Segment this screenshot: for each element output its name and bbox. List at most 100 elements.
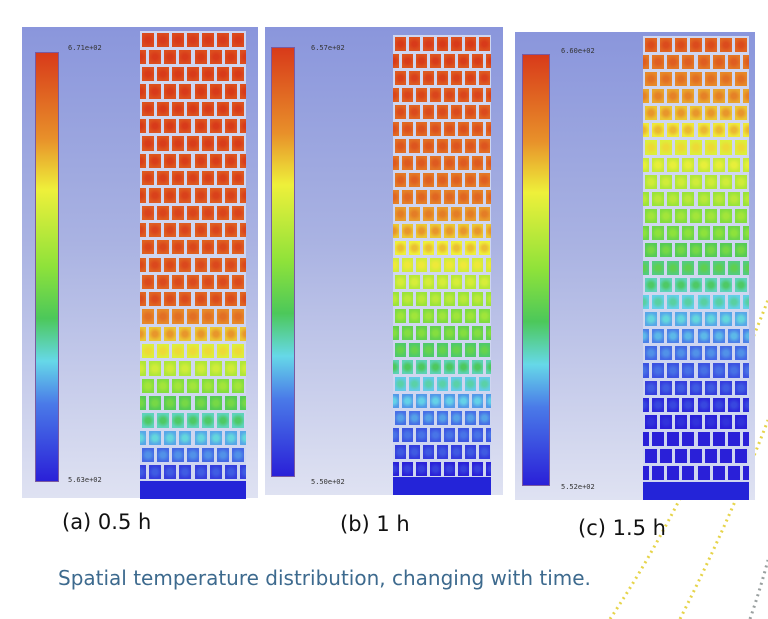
grid-cell [727, 294, 740, 309]
grid-cell [156, 447, 169, 463]
grid-cell [727, 466, 740, 481]
grid-cell [194, 430, 207, 445]
grid-cell [682, 260, 695, 275]
grid-cell [202, 378, 215, 393]
grid-cell [422, 36, 434, 51]
grid-cell [643, 329, 650, 344]
grid-cell [659, 174, 672, 189]
grid-cell [394, 138, 406, 153]
grid-cell [443, 53, 455, 68]
grid-cell [394, 376, 406, 391]
grid-cell [674, 380, 687, 395]
grid-cell [209, 430, 222, 445]
grid-cell [171, 101, 184, 117]
grid-cell [689, 37, 703, 52]
grid-cell [209, 257, 222, 272]
grid-cell [652, 329, 665, 344]
grid-cell [720, 449, 733, 464]
grid-cell [720, 71, 733, 86]
grid-cell [393, 189, 399, 204]
grid-cell [705, 243, 718, 258]
grid-cell [652, 54, 665, 69]
grid-cell [643, 191, 650, 207]
grid-cell [194, 465, 207, 480]
grid-cell [209, 153, 222, 168]
grid-cell [689, 277, 703, 292]
grid-cell [194, 395, 207, 411]
grid-cell [659, 243, 672, 258]
temperature-field [643, 36, 749, 500]
grid-cell [659, 449, 672, 464]
grid-cell [394, 104, 406, 119]
grid-cell [705, 414, 718, 430]
grid-cell [232, 413, 245, 428]
grid-cell [674, 209, 687, 224]
grid-cell [186, 205, 200, 220]
grid-cell [186, 274, 200, 290]
grid-cell [401, 427, 413, 442]
grid-cell [485, 155, 491, 170]
legend-max: 6.60e+02 [561, 47, 595, 55]
grid-cell [209, 465, 222, 480]
grid-cell [485, 359, 491, 374]
grid-cell [478, 172, 490, 187]
grid-cell [232, 136, 245, 151]
grid-cell [742, 157, 749, 172]
grid-cell [217, 447, 230, 463]
grid-cell [186, 447, 200, 463]
grid-cell [727, 123, 740, 138]
grid-cell [140, 257, 147, 272]
grid-cell [652, 294, 665, 309]
grid-cell [682, 54, 695, 69]
grid-cell [674, 311, 687, 327]
grid-cell [164, 395, 177, 411]
grid-cell [727, 363, 740, 378]
grid-cell [436, 274, 448, 289]
grid-cell [485, 393, 491, 408]
grid-cell [217, 378, 230, 393]
grid-cell [239, 188, 246, 203]
grid-cell [478, 342, 490, 357]
grid-cell [429, 393, 441, 408]
grid-cell [217, 67, 230, 82]
grid-cell [194, 361, 207, 376]
grid-cell [393, 223, 399, 238]
grid-cell [659, 346, 672, 361]
grid-cell [735, 106, 748, 121]
grid-cell [735, 414, 748, 430]
grid-cell [478, 70, 490, 85]
grid-cell [186, 413, 200, 428]
grid-cell [415, 155, 427, 170]
grid-cell [140, 395, 147, 411]
grid-cell [156, 32, 169, 47]
grid-cell [408, 342, 420, 357]
grid-cell [682, 191, 695, 207]
grid-cell [156, 170, 169, 186]
grid-cell [194, 326, 207, 342]
grid-cell [720, 414, 733, 430]
grid-cell [742, 260, 749, 275]
grid-cell [202, 101, 215, 117]
grid-cell [149, 292, 162, 307]
grid-cell [464, 36, 476, 51]
grid-cell [485, 461, 491, 476]
grid-cell [659, 380, 672, 395]
grid-cell [415, 393, 427, 408]
grid-cell [171, 274, 184, 290]
grid-cell [186, 240, 200, 255]
grid-cell [644, 209, 657, 224]
grid-cell [697, 226, 710, 241]
grid-cell [209, 361, 222, 376]
grid-cell [140, 292, 147, 307]
grid-cell [394, 36, 406, 51]
grid-cell [659, 311, 672, 327]
grid-cell [393, 53, 399, 68]
grid-cell [401, 155, 413, 170]
grid-cell [644, 346, 657, 361]
grid-cell [667, 466, 680, 481]
grid-cell [644, 243, 657, 258]
grid-cell [464, 172, 476, 187]
grid-cell [209, 188, 222, 203]
grid-cell [742, 123, 749, 138]
grid-cell [674, 346, 687, 361]
